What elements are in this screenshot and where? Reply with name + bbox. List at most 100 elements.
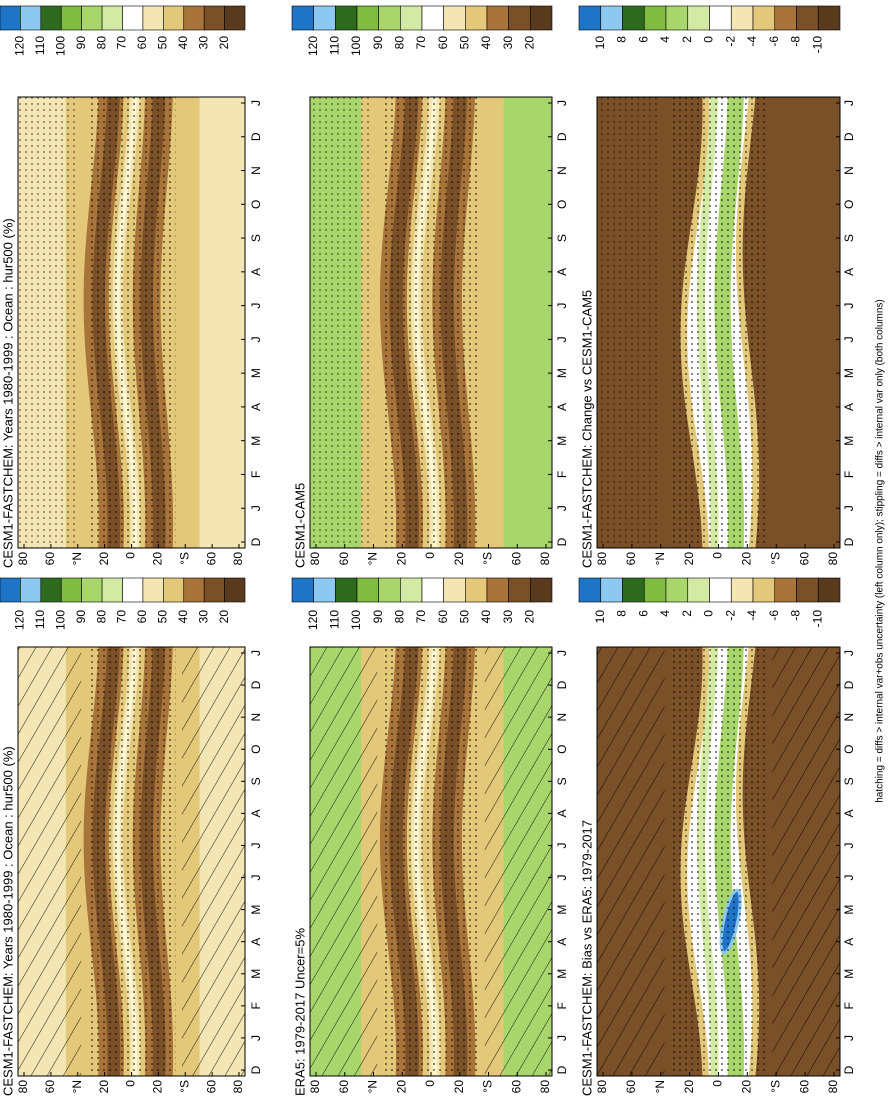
month-label: A <box>842 268 856 276</box>
lat-label: 60 <box>624 552 638 566</box>
hatching <box>597 647 665 1076</box>
lat-label: 20 <box>151 1080 165 1094</box>
colorbar-box <box>356 577 379 603</box>
colorbar-box <box>203 577 225 603</box>
colorbar-label: 60 <box>135 36 149 50</box>
colorbar-label: 90 <box>371 36 385 50</box>
colorbar-label: 120 <box>306 610 320 630</box>
field <box>597 97 840 548</box>
colorbar-box <box>752 5 776 31</box>
colorbar-label: 30 <box>501 610 515 624</box>
month-label: A <box>249 809 263 817</box>
month-label: N <box>842 166 856 175</box>
colorbar-box <box>817 577 841 603</box>
colorbar-label: 0 <box>702 36 716 43</box>
colorbar-label: -4 <box>745 610 759 621</box>
panel-title: CESM1-FASTCHEM: Years 1980-1999 : Ocean … <box>0 746 15 1096</box>
colorbar-box <box>421 577 444 603</box>
colorbar-label: -6 <box>767 36 781 47</box>
colorbar-label: 6 <box>636 36 650 43</box>
lat-label: 0 <box>124 1080 138 1087</box>
stippling <box>671 647 766 1076</box>
colorbar-box <box>730 577 754 603</box>
month-label: M <box>249 969 263 979</box>
lat-label: °S <box>768 1080 782 1093</box>
panel: CESM1-FASTCHEM: Bias vs ERA5: 1979-2017 8… <box>578 577 856 1096</box>
lat-label: 20 <box>682 552 696 566</box>
month-label: N <box>555 166 569 175</box>
colorbar-label: 100 <box>53 36 67 56</box>
colorbar-label: 50 <box>458 36 472 50</box>
lat-label: 60 <box>43 1080 57 1094</box>
month-label: J <box>842 650 856 656</box>
month-label: D <box>842 537 856 546</box>
colorbar-box <box>183 577 205 603</box>
colorbar-label: 90 <box>74 36 88 50</box>
month-label: A <box>555 403 569 411</box>
colorbar-label: 110 <box>328 610 342 629</box>
lat-label: 60 <box>204 1080 218 1094</box>
contour-band <box>503 97 552 548</box>
month-label: S <box>249 234 263 242</box>
colorbar-box <box>508 577 531 603</box>
colorbar-label: 80 <box>393 36 407 50</box>
contour-band <box>199 97 245 548</box>
colorbar-label: 30 <box>196 36 210 50</box>
colorbar-label: 40 <box>176 36 190 50</box>
month-label: A <box>555 938 569 946</box>
colorbar-box <box>60 5 82 31</box>
month-label: A <box>842 403 856 411</box>
colorbar-label: 60 <box>135 610 149 624</box>
lat-label: 20 <box>97 1080 111 1094</box>
colorbar-box <box>101 577 123 603</box>
month-label: M <box>555 436 569 446</box>
colorbar-box <box>400 5 423 31</box>
lat-label: 80 <box>538 1080 552 1094</box>
month-label: J <box>842 1035 856 1041</box>
lat-label: 0 <box>711 552 725 559</box>
colorbar-box <box>774 577 797 603</box>
colorbar-box <box>400 577 423 603</box>
month-label: J <box>842 336 856 342</box>
colorbar-label: 50 <box>458 610 472 624</box>
lat-label: 60 <box>204 552 218 566</box>
month-label: D <box>249 1065 263 1074</box>
colorbar-box <box>465 5 488 31</box>
hatching <box>310 647 378 1076</box>
month-label: A <box>842 938 856 946</box>
month-label: J <box>555 336 569 342</box>
stippling <box>597 97 658 548</box>
colorbar-label: -8 <box>789 610 803 621</box>
colorbar-label: 60 <box>436 610 450 624</box>
colorbar-box <box>224 5 246 31</box>
lat-label: 80 <box>826 1080 840 1094</box>
colorbar-box <box>730 5 754 31</box>
colorbar-box <box>20 577 42 603</box>
colorbar-box <box>687 5 710 31</box>
month-label: S <box>842 234 856 242</box>
colorbar-label: 120 <box>13 610 27 630</box>
lat-label: 0 <box>124 552 138 559</box>
colorbar-box <box>600 5 623 31</box>
colorbar-box <box>486 577 509 603</box>
colorbar-box <box>291 5 314 31</box>
colorbar-box <box>486 5 509 31</box>
month-label: O <box>555 200 569 209</box>
field <box>18 647 245 1076</box>
month-label: D <box>842 680 856 689</box>
colorbar-box <box>378 577 401 603</box>
colorbar-box <box>796 577 819 603</box>
month-label: J <box>842 100 856 106</box>
colorbar-box <box>163 577 185 603</box>
colorbar-label: -10 <box>810 36 824 54</box>
month-label: D <box>555 537 569 546</box>
month-label: S <box>555 234 569 242</box>
panel: CESM1-FASTCHEM: Years 1980-1999 : Ocean … <box>0 5 263 568</box>
lat-label: °N <box>366 1080 380 1093</box>
lat-label: °N <box>653 552 667 565</box>
hatching <box>18 647 82 1076</box>
panel: ERA5: 1979-2017 Uncer=5% 80 60 °N 20 0 20 °S 60 8… <box>291 577 569 1096</box>
colorbar-box <box>356 5 379 31</box>
